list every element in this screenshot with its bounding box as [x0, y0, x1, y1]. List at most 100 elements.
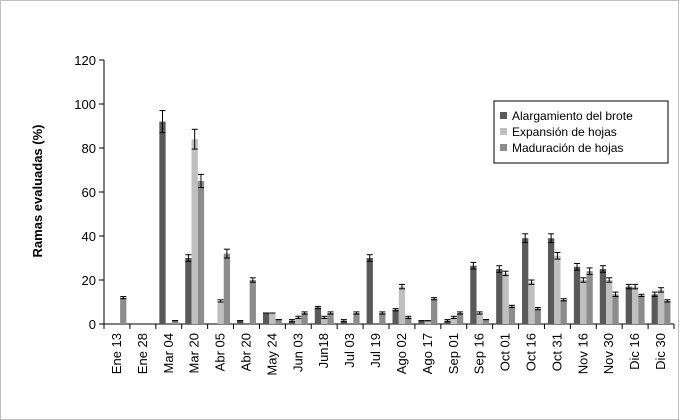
y-tick-label: 80 [82, 141, 96, 156]
bar-expansion [295, 317, 302, 324]
y-tick-label: 0 [89, 317, 96, 332]
bar-maduracion [638, 295, 645, 324]
bar-maduracion [301, 313, 308, 324]
bar-alargamiento [262, 313, 270, 324]
error-bars-layer [120, 110, 671, 323]
x-tick-label: Nov 16 [575, 333, 590, 374]
legend-swatch-alargamiento [500, 112, 507, 119]
legend: Alargamiento del brote Expansión de hoja… [493, 100, 669, 164]
bar-expansion [476, 313, 483, 324]
legend-label-alargamiento: Alargamiento del brote [512, 109, 633, 123]
y-tick-label: 120 [74, 53, 96, 68]
bar-expansion [450, 317, 457, 324]
x-tick-label: Ago 02 [394, 333, 409, 374]
x-tick-label: Oct 16 [524, 333, 539, 371]
bar-maduracion [120, 297, 127, 324]
x-tick-label: Mar 04 [161, 333, 176, 373]
x-tick-label: Dic 30 [653, 333, 668, 370]
x-tick-label: Sep 16 [472, 333, 487, 374]
bar-alargamiento [237, 320, 244, 324]
legend-swatch-expansion [500, 128, 507, 135]
x-tick-labels: Ene 13 Ene 28 Mar 04 Mar 20 Abr 05 Abr 20 May … [109, 333, 668, 376]
bar-alargamiento [366, 258, 373, 324]
bar-maduracion [379, 313, 386, 324]
bar-maduracion [534, 308, 541, 324]
legend-label-expansion: Expansión de hojas [512, 125, 617, 139]
x-tick-label: Abr 20 [239, 333, 254, 371]
bar-alargamiento [392, 309, 399, 324]
bar-alargamiento [625, 286, 632, 324]
x-tick-label: Oct 31 [549, 333, 564, 371]
legend-box [493, 100, 669, 164]
bar-maduracion [456, 313, 464, 324]
bar-expansion [424, 320, 432, 324]
bar-maduracion [171, 320, 179, 324]
bar-expansion [398, 286, 406, 324]
bar-expansion [528, 282, 535, 324]
bar-alargamiento [599, 269, 607, 324]
bar-expansion [321, 317, 328, 324]
x-tick-label: Oct 01 [498, 333, 513, 371]
bar-alargamiento [496, 269, 503, 324]
bar-maduracion [275, 319, 282, 324]
x-tick-label: Jun18 [316, 333, 331, 368]
bar-alargamiento [651, 294, 658, 324]
bar-expansion [217, 300, 224, 324]
bar-alargamiento [185, 258, 192, 324]
bar-maduracion [327, 313, 334, 324]
bar-alargamiento [314, 307, 322, 324]
bar-maduracion [560, 299, 567, 324]
bar-alargamiento [444, 320, 451, 324]
x-tick-label: Jul 03 [342, 333, 357, 368]
x-tick-label: Ene 28 [135, 333, 150, 374]
x-tick-label: Sep 01 [446, 333, 461, 374]
bar-maduracion [508, 306, 516, 324]
y-tick-label: 20 [82, 273, 96, 288]
bar-maduracion [197, 181, 205, 324]
bar-alargamiento [340, 320, 347, 324]
bar-expansion [191, 139, 198, 324]
x-tick-label: Jul 19 [368, 333, 383, 368]
bar-alargamiento [418, 320, 425, 324]
bar-alargamiento [522, 238, 529, 324]
bar-alargamiento [547, 238, 555, 324]
bar-maduracion [353, 313, 360, 324]
bar-expansion [606, 280, 613, 324]
x-tick-label: Jun 03 [290, 333, 305, 372]
x-tick-label: May 24 [264, 333, 279, 376]
bar-alargamiento [573, 266, 581, 324]
bar-maduracion [482, 319, 490, 324]
bar-alargamiento [288, 320, 296, 324]
y-axis-label: Ramas evaluadas (%) [30, 125, 45, 258]
legend-swatch-maduracion [500, 144, 507, 151]
bar-expansion [269, 313, 276, 324]
bar-maduracion [431, 298, 438, 324]
bar-maduracion [405, 317, 412, 324]
x-tick-label: Mar 20 [187, 333, 202, 373]
y-tick-label: 100 [74, 97, 96, 112]
bar-expansion [631, 286, 639, 324]
bar-expansion [502, 273, 509, 324]
bar-maduracion [664, 300, 671, 324]
legend-label-maduracion: Maduración de hojas [512, 141, 623, 155]
bar-maduracion [586, 271, 593, 324]
bar-alargamiento [470, 265, 477, 324]
bar-expansion [657, 289, 665, 324]
bar-maduracion [612, 294, 619, 324]
bar-maduracion [249, 280, 256, 324]
x-tick-label: Dic 16 [627, 333, 642, 370]
bar-expansion [580, 280, 587, 324]
x-tick-label: Abr 05 [213, 333, 228, 371]
x-tick-label: Ene 13 [109, 333, 124, 374]
bar-expansion [554, 255, 561, 324]
bars-layer [120, 121, 671, 324]
x-tick-label: Ago 17 [420, 333, 435, 374]
x-tick-label: Nov 30 [601, 333, 616, 374]
bar-alargamiento [159, 121, 166, 324]
y-tick-label: 60 [82, 185, 96, 200]
y-tick-labels: 0 20 40 60 80 100 120 [74, 53, 96, 332]
bar-maduracion [223, 253, 231, 324]
y-tick-label: 40 [82, 229, 96, 244]
